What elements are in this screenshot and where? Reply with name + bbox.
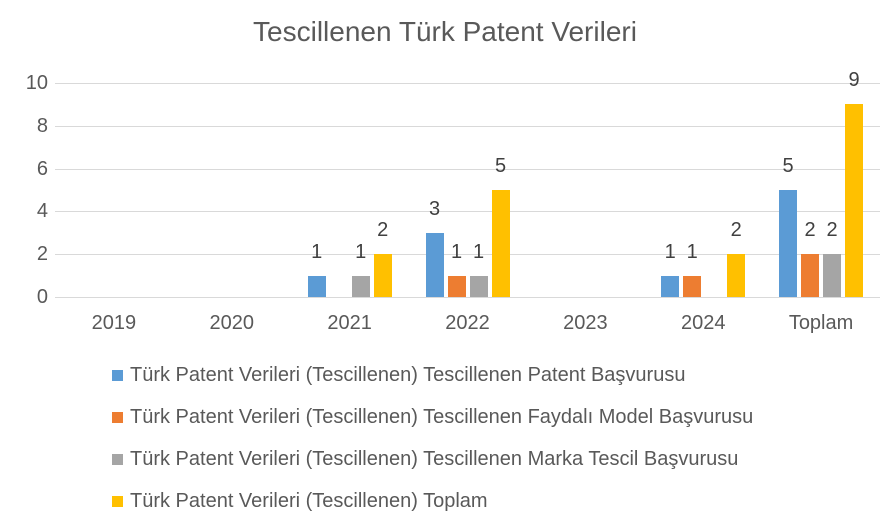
legend-swatch-icon [112, 370, 123, 381]
x-tick-label: 2019 [91, 312, 137, 334]
bar-value-label: 5 [782, 155, 794, 177]
gridline [55, 83, 880, 84]
x-tick-label: Toplam [788, 312, 854, 334]
bar [845, 104, 864, 297]
bar-value-label: 1 [311, 240, 323, 263]
legend-swatch-icon [112, 496, 123, 507]
bar-value-label: 5 [494, 155, 507, 177]
gridline [55, 168, 880, 170]
legend-item: Türk Patent Verileri (Tescillenen) Topla… [112, 489, 753, 513]
legend-swatch-icon [112, 454, 123, 465]
x-tick-label: 2022 [445, 312, 490, 334]
bar [425, 232, 444, 297]
y-tick-label: 4 [36, 200, 48, 223]
bar [727, 254, 746, 297]
legend: Türk Patent Verileri (Tescillenen) Tesci… [112, 363, 753, 525]
gridline [55, 125, 880, 127]
bar-value-label: 2 [377, 219, 389, 242]
bar [683, 275, 702, 297]
bar [823, 254, 842, 297]
legend-swatch-icon [112, 412, 123, 423]
y-tick-label: 0 [36, 286, 48, 308]
legend-item: Türk Patent Verileri (Tescillenen) Tesci… [112, 447, 753, 471]
legend-label: Türk Patent Verileri (Tescillenen) Tesci… [130, 406, 754, 428]
legend-item: Türk Patent Verileri (Tescillenen) Tesci… [112, 405, 753, 429]
bar-value-label: 3 [428, 197, 441, 220]
bar [779, 190, 798, 297]
x-tick-label: 2024 [680, 312, 726, 334]
legend-label: Türk Patent Verileri (Tescillenen) Topla… [130, 490, 488, 512]
bar-value-label: 1 [355, 240, 367, 263]
legend-label: Türk Patent Verileri (Tescillenen) Tesci… [130, 364, 686, 386]
bar-value-label: 1 [450, 240, 463, 263]
bar-value-label: 2 [826, 219, 838, 242]
bar-value-label: 2 [730, 219, 742, 242]
x-tick-label: 2020 [209, 312, 255, 334]
chart-title: Tescillenen Türk Patent Verileri [253, 16, 637, 47]
gridline [55, 254, 880, 256]
bar [373, 254, 392, 297]
bar-value-label: 2 [804, 219, 816, 242]
legend-item: Türk Patent Verileri (Tescillenen) Tesci… [112, 363, 753, 387]
bar [469, 275, 488, 297]
gridline [55, 211, 880, 213]
x-tick-label: 2023 [563, 312, 608, 334]
bar-value-label: 1 [686, 240, 698, 263]
y-tick-label: 10 [25, 72, 48, 94]
y-tick-label: 6 [36, 157, 48, 180]
bar [661, 275, 680, 297]
y-tick-label: 8 [36, 114, 48, 137]
bar [491, 190, 510, 297]
legend-label: Türk Patent Verileri (Tescillenen) Tesci… [130, 448, 739, 470]
bar-value-label: 1 [664, 240, 676, 263]
y-tick-label: 2 [36, 243, 48, 266]
bar-value-label: 9 [848, 69, 860, 92]
x-tick-label: 2021 [327, 312, 372, 334]
bar-value-label: 1 [472, 240, 485, 263]
gridline [55, 297, 880, 298]
bar [447, 275, 466, 297]
bar [307, 275, 326, 297]
bar [351, 275, 370, 297]
bar [801, 254, 820, 297]
